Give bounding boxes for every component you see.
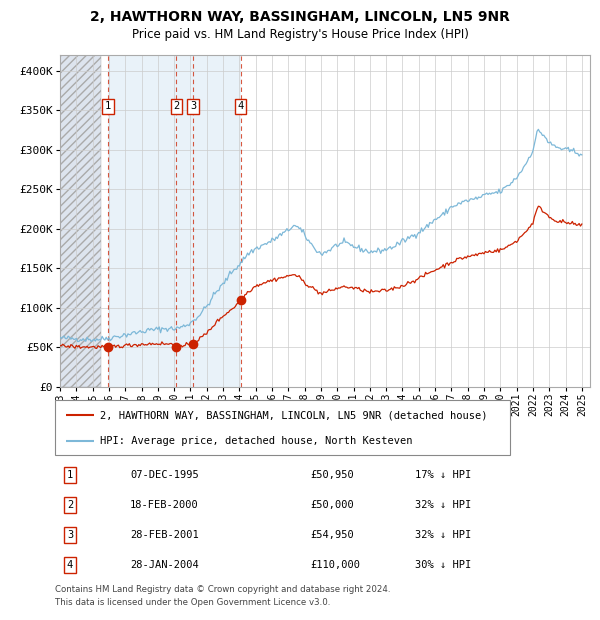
Text: Price paid vs. HM Land Registry's House Price Index (HPI): Price paid vs. HM Land Registry's House … bbox=[131, 28, 469, 41]
Text: 1: 1 bbox=[104, 102, 111, 112]
Text: 07-DEC-1995: 07-DEC-1995 bbox=[130, 470, 199, 480]
Text: 4: 4 bbox=[67, 560, 73, 570]
Text: £50,950: £50,950 bbox=[310, 470, 354, 480]
Text: 28-FEB-2001: 28-FEB-2001 bbox=[130, 530, 199, 540]
Text: 2: 2 bbox=[67, 500, 73, 510]
Text: HPI: Average price, detached house, North Kesteven: HPI: Average price, detached house, Nort… bbox=[101, 436, 413, 446]
Text: 2, HAWTHORN WAY, BASSINGHAM, LINCOLN, LN5 9NR (detached house): 2, HAWTHORN WAY, BASSINGHAM, LINCOLN, LN… bbox=[101, 410, 488, 420]
Text: 2, HAWTHORN WAY, BASSINGHAM, LINCOLN, LN5 9NR: 2, HAWTHORN WAY, BASSINGHAM, LINCOLN, LN… bbox=[90, 10, 510, 24]
Text: 28-JAN-2004: 28-JAN-2004 bbox=[130, 560, 199, 570]
Text: 3: 3 bbox=[190, 102, 196, 112]
FancyBboxPatch shape bbox=[55, 400, 510, 455]
Text: 30% ↓ HPI: 30% ↓ HPI bbox=[415, 560, 471, 570]
Text: £54,950: £54,950 bbox=[310, 530, 354, 540]
Bar bbox=[108, 55, 241, 387]
Text: Contains HM Land Registry data © Crown copyright and database right 2024.: Contains HM Land Registry data © Crown c… bbox=[55, 585, 391, 594]
Text: 17% ↓ HPI: 17% ↓ HPI bbox=[415, 470, 471, 480]
Text: 3: 3 bbox=[67, 530, 73, 540]
Text: 32% ↓ HPI: 32% ↓ HPI bbox=[415, 530, 471, 540]
Text: £110,000: £110,000 bbox=[310, 560, 360, 570]
Text: £50,000: £50,000 bbox=[310, 500, 354, 510]
Text: 2: 2 bbox=[173, 102, 179, 112]
Text: 32% ↓ HPI: 32% ↓ HPI bbox=[415, 500, 471, 510]
Bar bbox=[60, 55, 101, 387]
Text: 4: 4 bbox=[238, 102, 244, 112]
Text: This data is licensed under the Open Government Licence v3.0.: This data is licensed under the Open Gov… bbox=[55, 598, 331, 607]
Text: 1: 1 bbox=[67, 470, 73, 480]
Text: 18-FEB-2000: 18-FEB-2000 bbox=[130, 500, 199, 510]
